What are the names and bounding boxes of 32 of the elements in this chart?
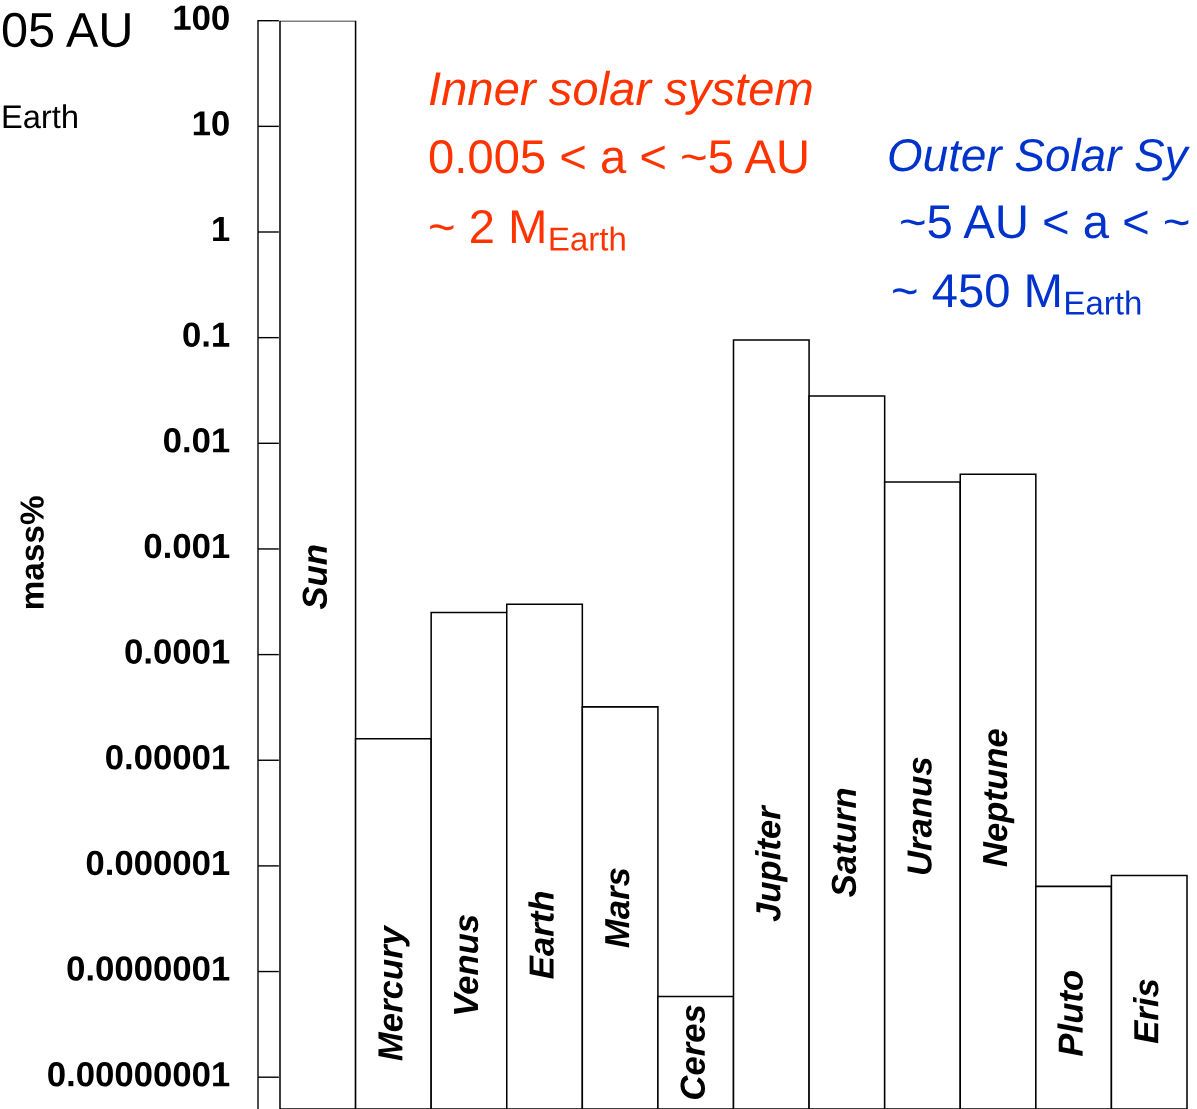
- text: 05 AU: [2, 12, 130, 48]
- annotation: ~5 AU < a < ~: [901, 205, 1189, 239]
- annotation: Inner solar system: [429, 70, 812, 115]
- y-tick-label: 0.000001: [86, 850, 230, 876]
- y-tick-label: 1: [213, 217, 230, 241]
- annotation: Outer Solar Sy: [889, 137, 1190, 181]
- x-tick-label: Uranus: [907, 757, 932, 875]
- x-tick-label: Ceres: [680, 1005, 706, 1099]
- y-tick-label: 100: [174, 5, 229, 31]
- y-tick-label: 0.0001: [125, 639, 230, 664]
- x-tick-label: Mars: [605, 868, 630, 948]
- x-tick-label: Jupiter: [755, 804, 788, 922]
- text: Earth: [3, 104, 77, 129]
- x-tick-label: Earth: [528, 891, 554, 979]
- x-tick-label: Venus: [454, 915, 479, 1014]
- y-tick-label: 0.1: [183, 322, 230, 347]
- x-tick-label: Sun: [302, 545, 328, 610]
- x-tick-label: Saturn: [831, 788, 857, 897]
- y-tick-label: 0.00000001: [48, 1061, 230, 1087]
- y-tick-label: 0.0000001: [67, 956, 230, 981]
- x-tick-label: Mercury: [378, 924, 410, 1061]
- y-tick-label: 0.001: [144, 533, 230, 559]
- y-tick-label: 10: [193, 111, 229, 136]
- x-tick-label: Eris: [1133, 979, 1159, 1044]
- annotation: ~ 2 M$_{Earth}$: [430, 209, 625, 251]
- x-tick-label: Pluto: [1057, 970, 1083, 1057]
- annotation: 0.005 < a < ~5 AU: [429, 140, 807, 174]
- x-tick-label: Neptune: [983, 729, 1015, 867]
- annotation: ~ 450 M$_{Earth}$: [893, 273, 1141, 315]
- y-tick-label: 0.00001: [106, 744, 230, 770]
- y-tick-label: 0.01: [164, 428, 230, 453]
- y-axis-title: mass%: [20, 496, 44, 609]
